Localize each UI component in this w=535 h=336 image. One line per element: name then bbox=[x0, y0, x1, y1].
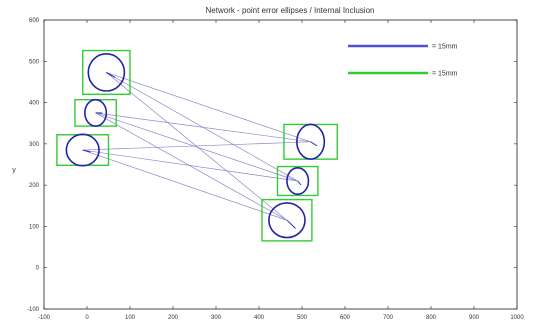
x-tick-label: -100 bbox=[38, 315, 51, 321]
connection-line bbox=[82, 141, 311, 151]
inclusion-box bbox=[276, 165, 319, 197]
error-ellipse bbox=[296, 123, 326, 160]
displacement-vector bbox=[297, 180, 302, 186]
y-tick-label: 100 bbox=[29, 224, 40, 230]
plot-frame bbox=[43, 19, 518, 310]
x-tick-label: 200 bbox=[168, 315, 179, 321]
displacement-vector bbox=[286, 219, 296, 229]
connection-line bbox=[95, 112, 298, 182]
x-tick-label: 300 bbox=[211, 315, 222, 321]
connection-line bbox=[106, 72, 288, 221]
x-axis-ticks: -100 0 100 200 300 400 500 600 700 800 900 1000 bbox=[38, 20, 524, 321]
x-tick-label: 700 bbox=[383, 315, 394, 321]
y-tick-label: 300 bbox=[29, 142, 40, 148]
x-tick-label: 900 bbox=[469, 315, 480, 321]
displacement-vector bbox=[82, 149, 91, 153]
chart-title: Network - point error ellipses / Interna… bbox=[206, 6, 375, 15]
y-axis-ticks: -100 0 100 200 300 400 500 600 bbox=[27, 18, 517, 313]
connection-line bbox=[106, 72, 311, 143]
error-ellipse bbox=[65, 133, 100, 167]
error-ellipse bbox=[84, 98, 108, 127]
y-tick-label: 600 bbox=[29, 18, 40, 24]
x-tick-label: 1000 bbox=[510, 315, 524, 321]
y-axis-label: y bbox=[12, 167, 16, 174]
legend: = 15mm = 15mm bbox=[348, 44, 458, 78]
y-tick-label: 200 bbox=[29, 183, 40, 189]
inclusion-box bbox=[81, 49, 131, 96]
y-tick-label: 0 bbox=[36, 266, 40, 272]
connections-layer bbox=[82, 72, 311, 221]
x-tick-label: 600 bbox=[340, 315, 351, 321]
x-tick-label: 400 bbox=[254, 315, 265, 321]
legend-label: = 15mm bbox=[432, 44, 458, 51]
y-tick-label: 400 bbox=[29, 101, 40, 107]
displacement-vector bbox=[106, 72, 116, 78]
legend-label: = 15mm bbox=[432, 71, 458, 78]
connection-line bbox=[95, 112, 311, 143]
y-tick-label: 500 bbox=[29, 59, 40, 65]
inclusion-box bbox=[261, 198, 313, 242]
y-tick-label: -100 bbox=[27, 307, 40, 313]
connection-line bbox=[106, 72, 298, 182]
error-ellipse bbox=[87, 53, 126, 92]
marks-layer bbox=[56, 49, 338, 242]
x-tick-label: 100 bbox=[125, 315, 136, 321]
connection-line bbox=[95, 112, 288, 221]
x-tick-label: 500 bbox=[297, 315, 308, 321]
x-tick-label: 800 bbox=[426, 315, 437, 321]
x-tick-label: 0 bbox=[85, 315, 89, 321]
error-ellipse bbox=[286, 167, 310, 196]
displacement-vector bbox=[310, 141, 318, 147]
error-ellipse bbox=[268, 202, 306, 239]
connection-line bbox=[82, 149, 298, 182]
connection-line bbox=[82, 149, 288, 221]
